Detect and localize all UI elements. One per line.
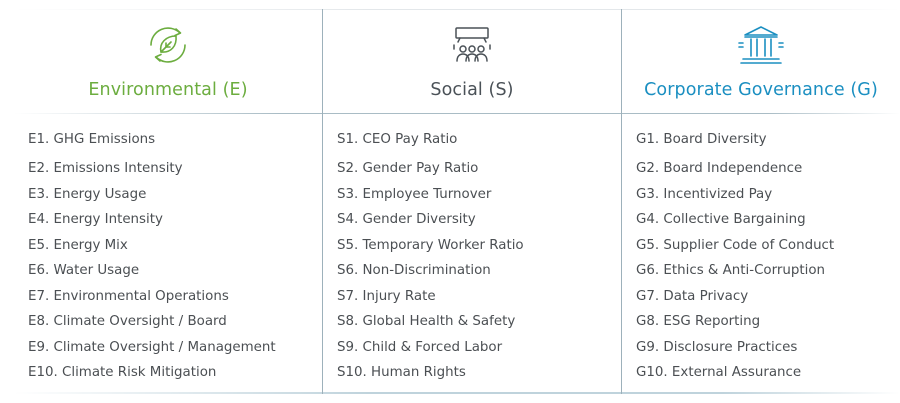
list-item: E3. Energy Usage bbox=[28, 186, 147, 202]
list-item: G3. Incentivized Pay bbox=[636, 186, 773, 202]
list-item: E6. Water Usage bbox=[28, 263, 140, 278]
list-item: G10. External Assurance bbox=[636, 365, 802, 380]
metric-list-governance: G1. Board Diversity G2. Board Independen… bbox=[622, 130, 900, 389]
list-item: S7. Injury Rate bbox=[337, 288, 436, 304]
list-item: E1. GHG Emissions bbox=[28, 132, 156, 147]
column-header-social: Social (S) bbox=[323, 9, 621, 113]
list-item: E5. Energy Mix bbox=[28, 237, 128, 253]
list-item: S5. Temporary Worker Ratio bbox=[337, 237, 524, 253]
column-header-environmental: Environmental (E) bbox=[14, 9, 322, 113]
column-environmental: Environmental (E) E1. GHG Emissions E2. … bbox=[14, 9, 322, 394]
list-item: E2. Emissions Intensity bbox=[28, 161, 183, 176]
list-item: S3. Employee Turnover bbox=[337, 186, 492, 202]
table-bottom-rule bbox=[14, 392, 900, 394]
list-item: G8. ESG Reporting bbox=[636, 314, 761, 329]
list-item: S6. Non-Discrimination bbox=[337, 263, 491, 278]
header-rule bbox=[14, 113, 900, 114]
list-item: S10. Human Rights bbox=[337, 365, 466, 380]
column-divider bbox=[322, 9, 323, 394]
table-top-rule bbox=[14, 9, 900, 10]
list-item: S4. Gender Diversity bbox=[337, 212, 476, 227]
list-item: G5. Supplier Code of Conduct bbox=[636, 237, 835, 253]
list-item: E9. Climate Oversight / Management bbox=[28, 339, 276, 355]
list-item: S1. CEO Pay Ratio bbox=[337, 132, 458, 147]
list-item: S9. Child & Forced Labor bbox=[337, 339, 503, 355]
recycle-leaf-icon bbox=[140, 23, 196, 67]
list-item: E7. Environmental Operations bbox=[28, 288, 229, 304]
column-title-environmental: Environmental (E) bbox=[88, 80, 248, 100]
column-title-social: Social (S) bbox=[430, 80, 514, 100]
list-item: G2. Board Independence bbox=[636, 161, 803, 176]
column-header-governance: Corporate Governance (G) bbox=[622, 9, 900, 113]
list-item: G9. Disclosure Practices bbox=[636, 339, 798, 355]
list-item: G4. Collective Bargaining bbox=[636, 212, 806, 227]
list-item: G7. Data Privacy bbox=[636, 288, 749, 304]
list-item: E10. Climate Risk Mitigation bbox=[28, 365, 217, 380]
list-item: S8. Global Health & Safety bbox=[337, 314, 516, 329]
list-item: E8. Climate Oversight / Board bbox=[28, 314, 227, 329]
esg-metrics-table: Environmental (E) E1. GHG Emissions E2. … bbox=[14, 9, 900, 394]
column-social: Social (S) S1. CEO Pay Ratio S2. Gender … bbox=[323, 9, 621, 394]
metric-list-social: S1. CEO Pay Ratio S2. Gender Pay Ratio S… bbox=[323, 130, 621, 389]
column-title-governance: Corporate Governance (G) bbox=[644, 80, 878, 100]
list-item: S2. Gender Pay Ratio bbox=[337, 161, 479, 176]
list-item: G1. Board Diversity bbox=[636, 132, 767, 147]
column-divider bbox=[621, 9, 622, 394]
list-item: E4. Energy Intensity bbox=[28, 212, 163, 227]
list-item: G6. Ethics & Anti-Corruption bbox=[636, 263, 826, 278]
column-governance: Corporate Governance (G) G1. Board Diver… bbox=[622, 9, 900, 394]
people-meeting-icon bbox=[444, 23, 500, 67]
government-building-icon bbox=[733, 23, 789, 67]
metric-list-environmental: E1. GHG Emissions E2. Emissions Intensit… bbox=[14, 130, 322, 389]
